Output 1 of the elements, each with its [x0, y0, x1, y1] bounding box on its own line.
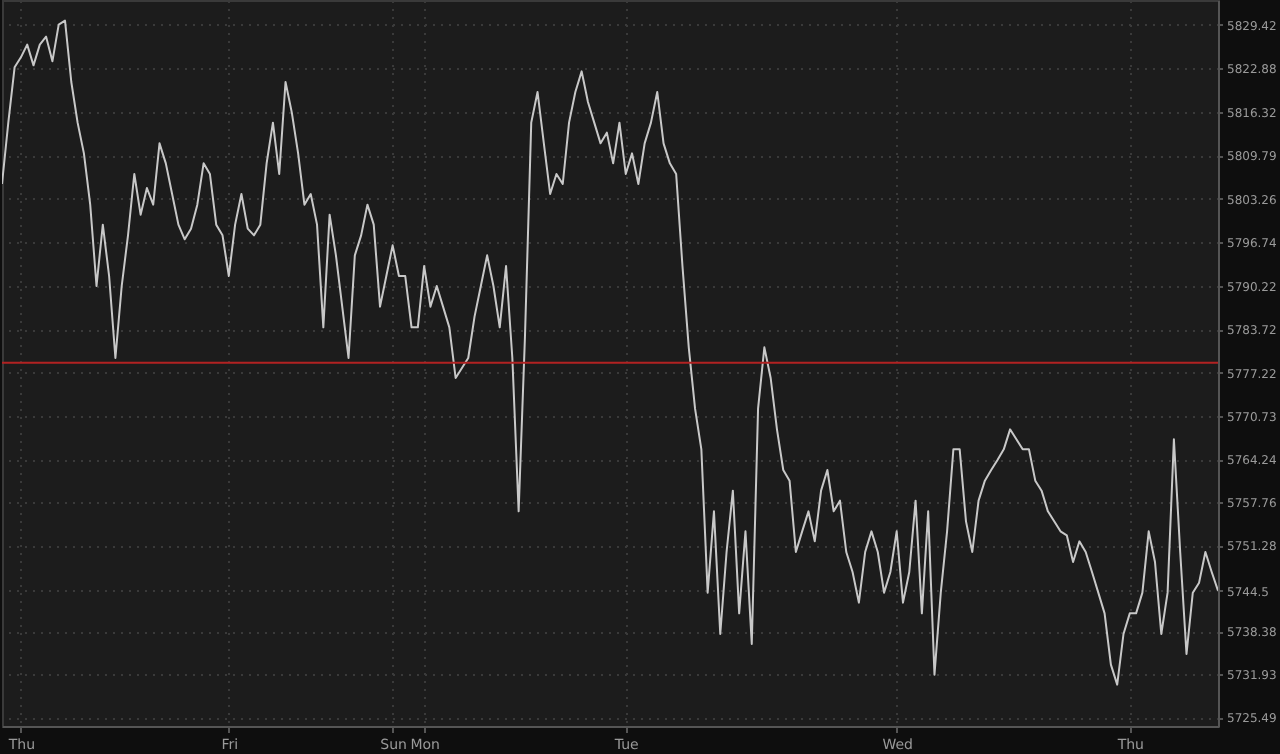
line-series [2, 19, 1218, 686]
